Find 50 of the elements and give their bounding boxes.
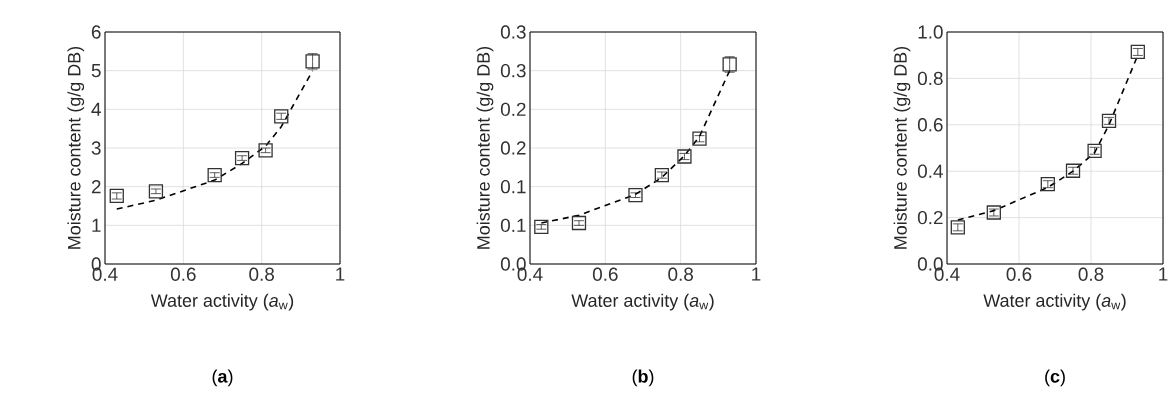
x-axis-title: Water activity (a$_{w}$): [150, 293, 294, 311]
x-tick-label: 0.6: [170, 267, 196, 281]
y-axis-title: Moisture content (g/g DB): [476, 46, 494, 249]
y-tick-label: 0.4: [917, 164, 943, 178]
x-tick-label: 1: [752, 267, 761, 281]
x-tick-label: 0.6: [592, 267, 618, 281]
point: [148, 184, 164, 199]
point: [1130, 44, 1145, 60]
x-tick-label: 0.8: [668, 267, 694, 281]
point: [258, 143, 273, 158]
y-tick-label: 0.1: [500, 179, 526, 194]
y-tick-label: 3: [91, 141, 101, 155]
y-tick-label: 6: [91, 25, 101, 39]
x-axis-title: Water activity (a$_{w}$): [983, 293, 1126, 311]
y-tick-label: 0.3: [500, 63, 526, 78]
point: [571, 215, 587, 231]
x-tick-label: 0.8: [1078, 267, 1104, 281]
y-tick-label: 0.3: [500, 25, 526, 39]
point: [692, 131, 707, 146]
point: [274, 109, 289, 124]
point: [628, 188, 643, 203]
y-axis-title: Moisture content (g/g DB): [67, 46, 85, 249]
x-tick-label: 1: [1159, 267, 1168, 281]
text: (a): [212, 369, 233, 387]
x-tick-label: 1: [336, 267, 345, 281]
y-tick-label: 5: [91, 64, 101, 78]
y-tick-label: 0.8: [917, 71, 943, 86]
y-tick-label: 0.2: [500, 102, 526, 117]
point: [109, 188, 124, 204]
y-tick-label: 0.2: [500, 141, 526, 155]
y-axis-title: Moisture content (g/g DB): [893, 46, 911, 249]
y-tick-label: 0.6: [917, 118, 943, 132]
y-tick-label: 1.0: [918, 25, 943, 39]
point: [207, 167, 222, 183]
point: [677, 149, 692, 164]
y-tick-label: 4: [91, 102, 101, 116]
point: [654, 167, 669, 183]
x-tick-label: 0.6: [1006, 267, 1032, 281]
y-tick-label: 0.1: [500, 218, 526, 233]
x-axis-title: Water activity (a$_{w}$): [571, 293, 714, 311]
x-tick-label: 0.8: [249, 267, 274, 281]
line-series: [540, 69, 731, 224]
text: (c): [1045, 369, 1065, 387]
y-tick-label: 1: [92, 218, 101, 232]
point: [534, 219, 549, 235]
y-tick-label: 0.2: [917, 210, 943, 225]
point: [1101, 113, 1117, 129]
y-tick-label: 2: [91, 180, 101, 194]
text: (b): [632, 369, 654, 387]
point: [234, 150, 250, 166]
